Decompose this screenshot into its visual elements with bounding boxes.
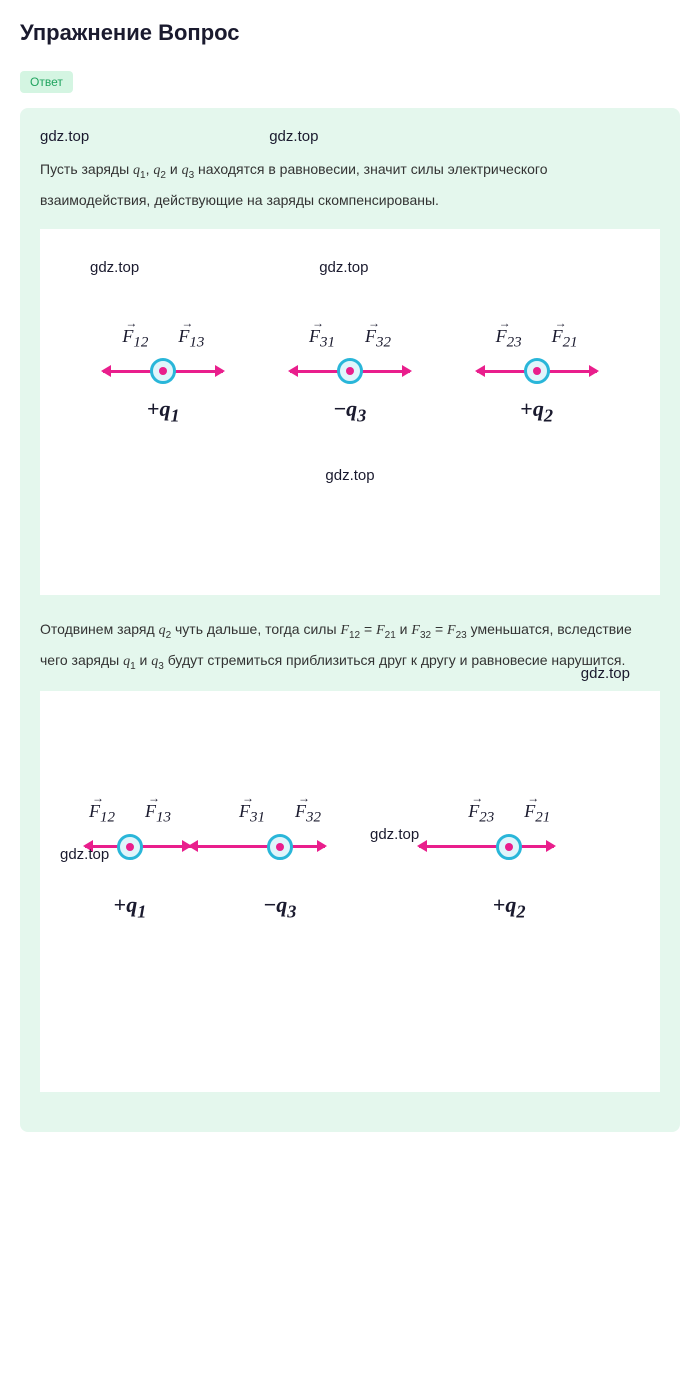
force-arrow-right xyxy=(173,370,223,373)
charge-dot-icon xyxy=(533,367,541,375)
charge-visual xyxy=(103,356,223,386)
charges-row-1: F12 F13 +q1 F31 F32 xyxy=(60,326,640,427)
charge-q3: F31 F32 −q3 xyxy=(220,801,340,922)
force-arrow-right xyxy=(140,845,190,848)
force-arrow-left xyxy=(477,370,527,373)
watermark-bottom-diagram1: gdz.top xyxy=(60,467,640,485)
force-arrow-right xyxy=(290,845,325,848)
watermark-text: gdz.top xyxy=(319,259,368,276)
text-part: = xyxy=(360,621,376,637)
charge-q1: F12 F13 +q1 xyxy=(103,326,223,427)
explanation-1: Пусть заряды q1, q2 и q3 находятся в рав… xyxy=(40,155,660,214)
answer-block: gdz.top gdz.top Пусть заряды q1, q2 и q3… xyxy=(20,108,680,1132)
answer-badge: Ответ xyxy=(20,71,73,93)
force-label-f31: F31 xyxy=(239,801,265,827)
math-var: F xyxy=(376,623,385,638)
watermark-text: gdz.top xyxy=(40,128,89,145)
charge-circle-icon xyxy=(524,358,550,384)
watermark-text: gdz.top xyxy=(60,846,109,863)
force-label-f23: F23 xyxy=(468,801,494,827)
diagram-1: gdz.top gdz.top F12 F13 +q1 F31 F32 xyxy=(40,229,660,595)
math-sub: 12 xyxy=(349,630,360,641)
charge-dot-icon xyxy=(505,843,513,851)
math-sub: 32 xyxy=(420,630,431,641)
force-label-f21: F21 xyxy=(524,801,550,827)
force-labels: F12 F13 xyxy=(122,326,204,352)
text-part: и xyxy=(396,621,412,637)
force-label-f32: F32 xyxy=(295,801,321,827)
page-title: Упражнение Вопрос xyxy=(20,20,680,46)
watermark-text: gdz.top xyxy=(581,665,630,682)
charge-dot-icon xyxy=(346,367,354,375)
force-label-f13: F13 xyxy=(178,326,204,352)
text-part: Пусть заряды xyxy=(40,161,133,177)
charge-q1: F12 F13 gdz.top +q1 xyxy=(70,801,190,922)
charge-circle-icon xyxy=(150,358,176,384)
force-label-f12: F12 xyxy=(89,801,115,827)
watermark-text: gdz.top xyxy=(325,467,374,484)
text-part: Отодвинем заряд xyxy=(40,621,159,637)
force-arrow-left xyxy=(419,845,499,848)
force-arrow-right xyxy=(519,845,554,848)
explanation-2: Отодвинем заряд q2 чуть дальше, тогда си… xyxy=(40,615,660,677)
watermark-row-1: gdz.top gdz.top xyxy=(40,128,660,145)
watermark-text: gdz.top xyxy=(370,826,419,843)
text-part: и xyxy=(166,161,182,177)
force-arrow-right xyxy=(360,370,410,373)
charge-q2: F23 F21 +q2 xyxy=(477,326,597,427)
force-arrow-left xyxy=(103,370,153,373)
charge-circle-icon xyxy=(337,358,363,384)
text-part: = xyxy=(431,621,447,637)
charge-visual xyxy=(477,356,597,386)
charge-circle-icon xyxy=(496,834,522,860)
watermark-text: gdz.top xyxy=(90,259,139,276)
force-arrow-left xyxy=(290,370,340,373)
watermark-text: gdz.top xyxy=(269,128,318,145)
force-label-f12: F12 xyxy=(122,326,148,352)
force-label-f23: F23 xyxy=(496,326,522,352)
force-labels: F31 F32 xyxy=(309,326,391,352)
force-labels: F23 F21 xyxy=(468,801,550,827)
force-label-f21: F21 xyxy=(552,326,578,352)
charge-label: +q2 xyxy=(493,892,526,922)
text-part: будут стремиться приблизиться друг к дру… xyxy=(164,652,626,668)
math-var: F xyxy=(340,623,349,638)
force-label-f31: F31 xyxy=(309,326,335,352)
force-labels: F12 F13 xyxy=(89,801,171,827)
charge-visual xyxy=(449,832,569,862)
math-var: F xyxy=(411,623,420,638)
charge-circle-icon xyxy=(267,834,293,860)
force-labels: F23 F21 xyxy=(496,326,578,352)
force-label-f13: F13 xyxy=(145,801,171,827)
explanation-2-block: Отодвинем заряд q2 чуть дальше, тогда си… xyxy=(40,615,660,677)
math-var: q xyxy=(182,163,189,178)
charge-circle-icon xyxy=(117,834,143,860)
charge-q3: F31 F32 −q3 xyxy=(290,326,410,427)
charge-label: −q3 xyxy=(264,892,297,922)
text-part: чуть дальше, тогда силы xyxy=(171,621,340,637)
charge-dot-icon xyxy=(276,843,284,851)
force-label-f32: F32 xyxy=(365,326,391,352)
watermark-row-diagram1: gdz.top gdz.top xyxy=(60,259,640,276)
math-var: q xyxy=(133,163,140,178)
force-arrow-left xyxy=(190,845,270,848)
force-arrow-right xyxy=(547,370,597,373)
math-var: F xyxy=(447,623,456,638)
charges-row-2: F12 F13 gdz.top +q1 F31 F32 xyxy=(60,801,640,922)
math-sub: 23 xyxy=(456,630,467,641)
charge-label: +q2 xyxy=(520,396,553,426)
charge-visual xyxy=(220,832,340,862)
charge-label: −q3 xyxy=(334,396,367,426)
charge-dot-icon xyxy=(126,843,134,851)
charge-label: +q1 xyxy=(114,892,147,922)
math-sub: 21 xyxy=(385,630,396,641)
math-var: q xyxy=(159,623,166,638)
text-part: и xyxy=(136,652,152,668)
charge-label: +q1 xyxy=(147,396,180,426)
force-labels: F31 F32 xyxy=(239,801,321,827)
charge-visual xyxy=(290,356,410,386)
diagram-2: F12 F13 gdz.top +q1 F31 F32 xyxy=(40,691,660,1092)
charge-dot-icon xyxy=(159,367,167,375)
charge-q2: F23 F21 +q2 xyxy=(449,801,569,922)
